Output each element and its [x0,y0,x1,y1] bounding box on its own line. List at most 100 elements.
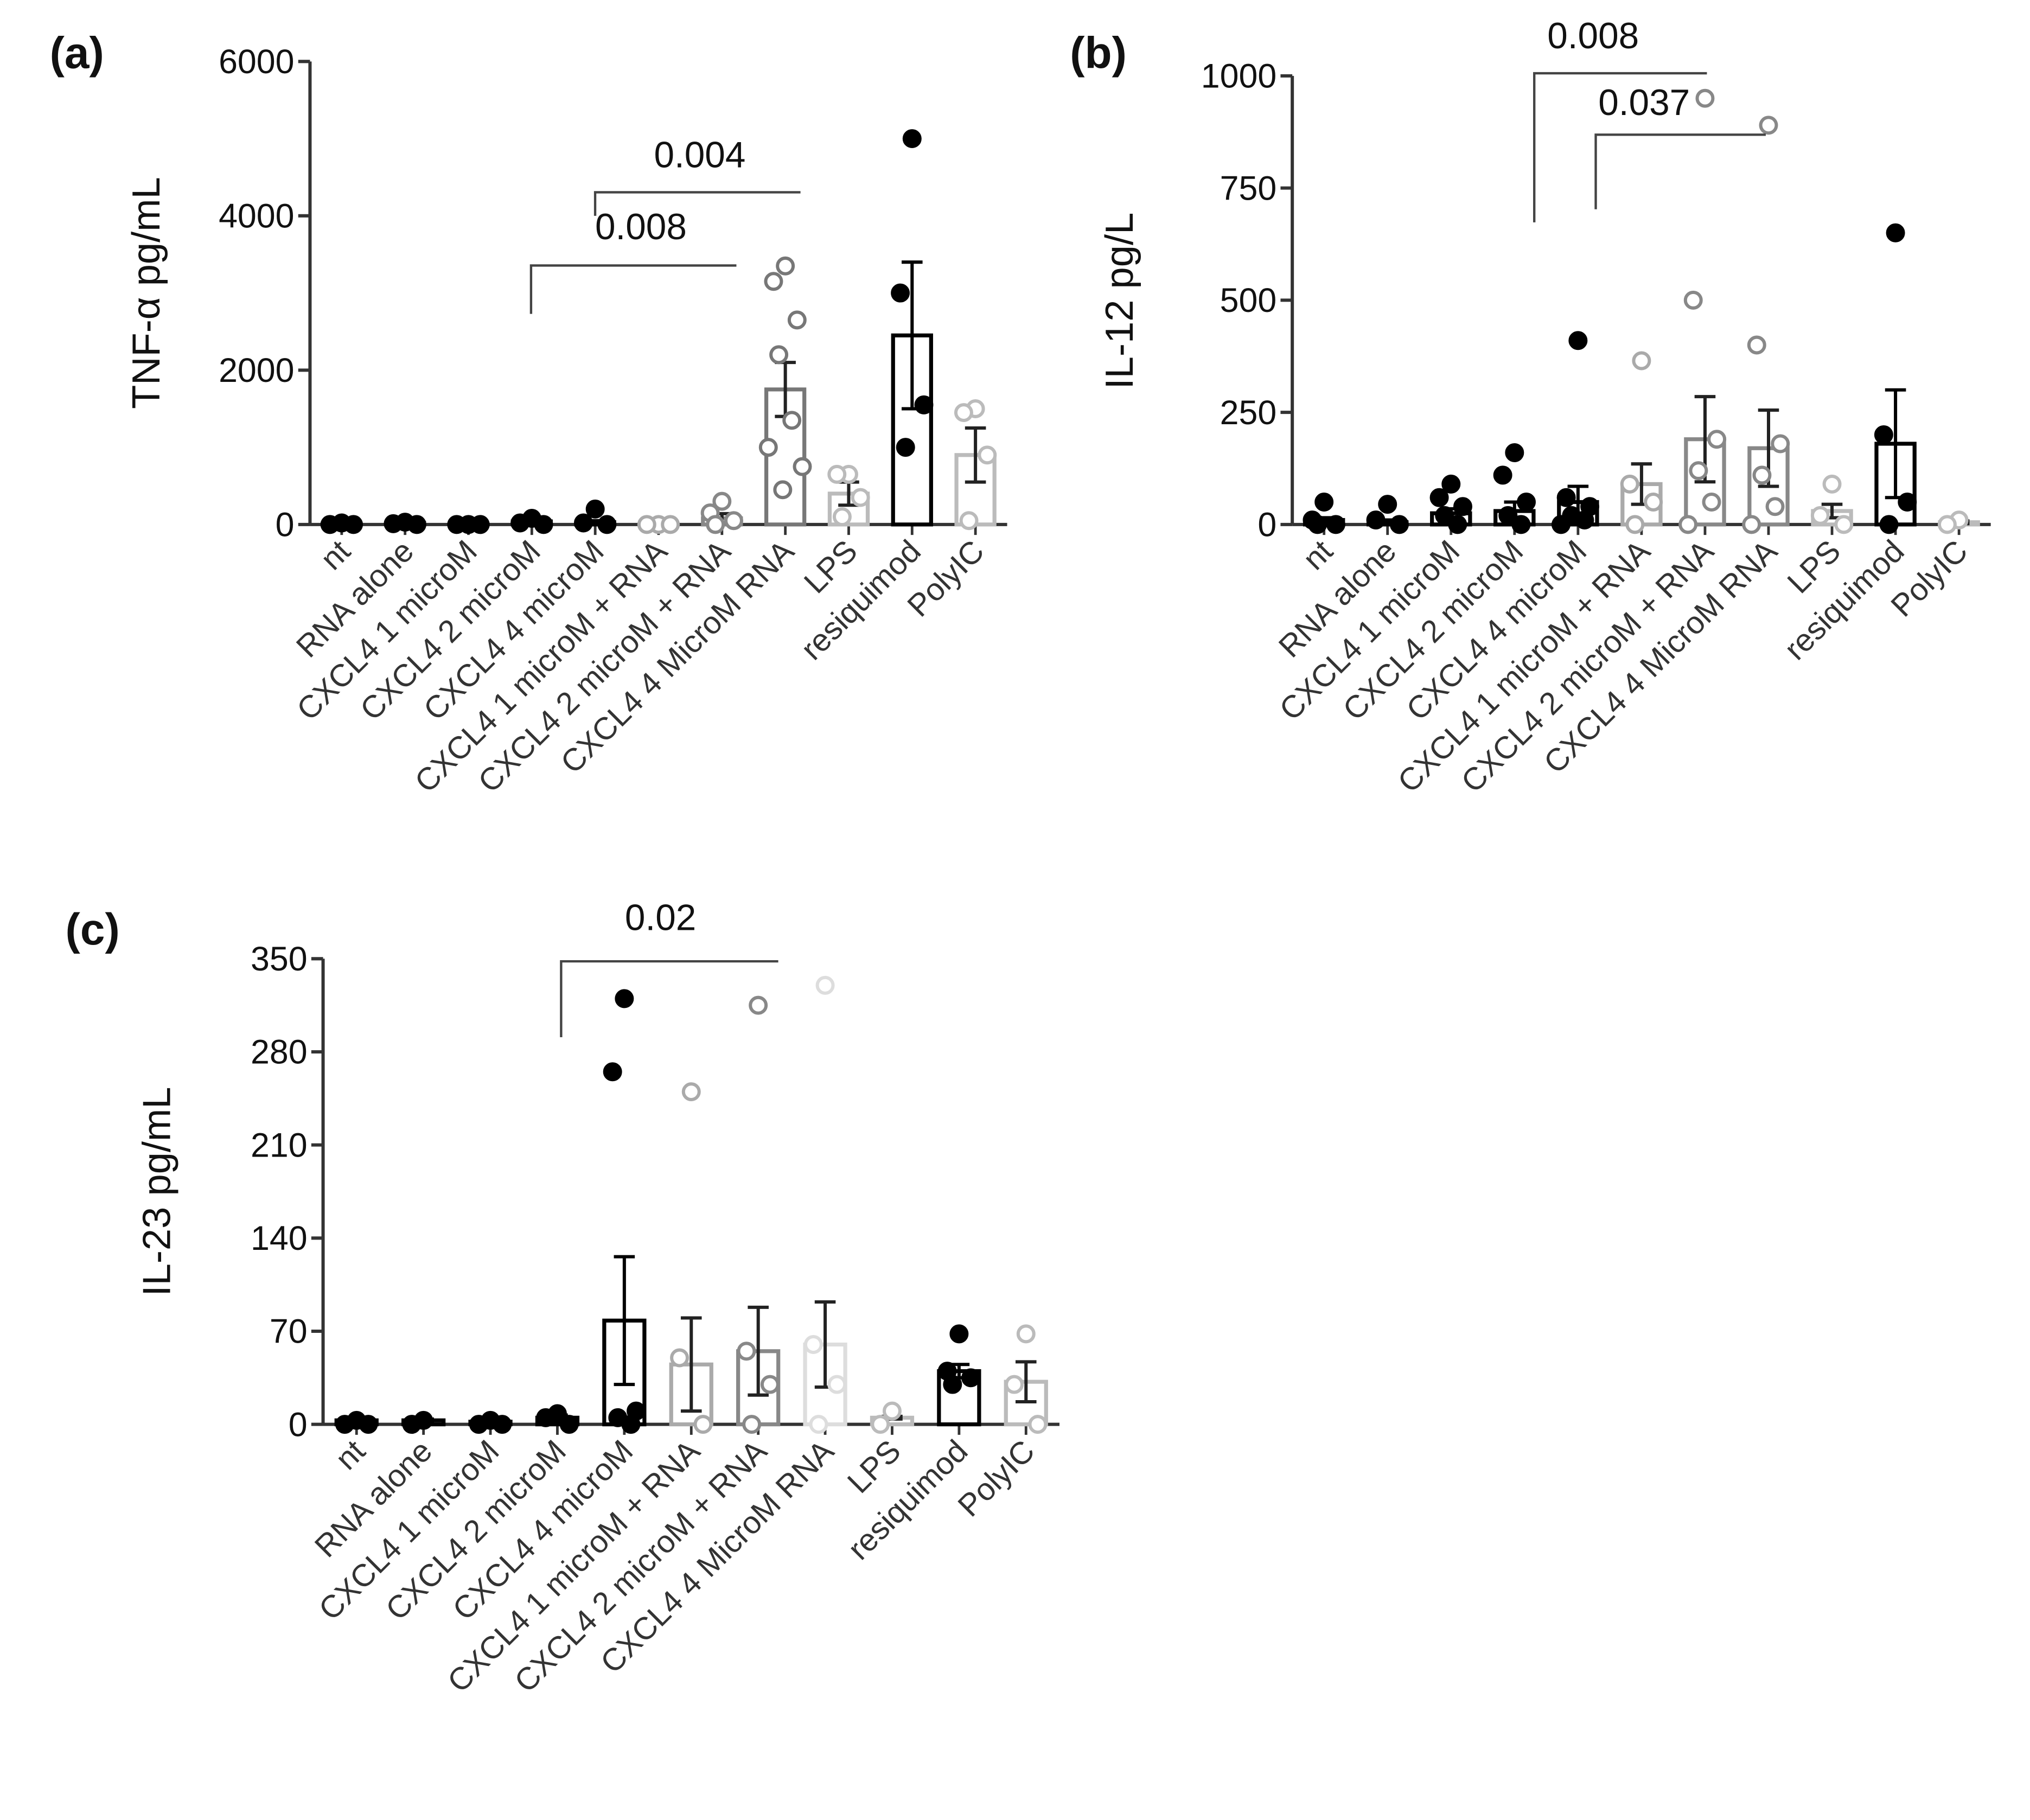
data-point [978,445,997,465]
data-point [1747,335,1766,355]
data-point [670,1348,690,1368]
data-point [1771,434,1790,454]
data-point [1886,223,1905,242]
data-point [809,1415,828,1434]
data-point [621,1415,641,1434]
data-point [1366,510,1386,530]
data-point [470,515,490,534]
data-point [764,272,783,291]
data-point [793,457,812,476]
data-point [949,1324,969,1344]
data-point [712,491,732,511]
y-tick-label: 0 [276,506,295,544]
data-point [1632,351,1651,371]
data-point [758,438,778,457]
data-point [1810,506,1830,525]
data-point [1493,465,1512,485]
data-point [320,515,340,534]
data-point [760,1375,780,1394]
data-point [1435,506,1454,525]
data-point [1308,515,1327,534]
y-tick-label: 1000 [1201,58,1276,95]
data-point [510,513,530,533]
panel-label: (a) [50,28,104,78]
data-point [1765,497,1785,516]
data-point [1389,515,1409,534]
data-point [1448,515,1467,534]
data-point [407,515,426,534]
data-point [681,1082,701,1102]
data-point [959,511,979,531]
y-tick-label: 500 [1220,282,1277,320]
data-point [469,1415,488,1434]
data-point [402,1415,422,1434]
data-point [706,515,725,534]
data-point [1326,515,1345,534]
data-point [737,1342,756,1361]
data-point [1759,116,1778,135]
data-point [693,1415,713,1434]
data-point [1552,515,1571,534]
data-point [1568,331,1588,350]
data-point [914,395,934,414]
data-point [559,1415,579,1434]
significance-bracket [529,264,737,314]
data-point [1683,290,1703,310]
x-tick-label: nt [1297,534,1339,577]
data-point [1937,515,1957,534]
data-point [534,515,553,534]
data-point [335,1415,355,1434]
x-tick-label: PolyIC [952,1434,1042,1524]
data-point [1707,430,1727,449]
data-point [1005,1375,1024,1394]
data-point [1834,515,1854,534]
data-point [902,129,922,149]
data-point [615,989,634,1008]
significance-bracket [1594,133,1766,209]
data-point [827,1375,847,1394]
data-point [1874,425,1893,444]
data-point [787,310,807,330]
data-point [1429,488,1449,507]
data-point [1879,515,1899,534]
data-point [871,1415,890,1434]
significance-label: 0.004 [654,135,745,176]
data-point [1702,493,1721,512]
y-axis-label: IL-23 pg/mL [135,1087,178,1296]
significance-bracket [560,960,778,1037]
y-tick-label: 4000 [219,197,294,235]
significance-label: 0.008 [595,207,687,247]
data-point [1742,515,1761,534]
data-point [832,507,852,527]
error-bar [965,426,986,484]
x-tick-label: nt [329,1434,372,1477]
data-point [773,480,793,500]
data-point [1378,495,1397,514]
data-point [661,515,680,534]
significance-label: 0.037 [1598,82,1690,123]
data-point [803,1335,823,1354]
data-point [1441,474,1461,494]
data-point [943,1375,962,1394]
data-point [1644,493,1663,512]
data-point [1752,465,1772,485]
data-point [1689,461,1708,481]
y-axis-label: IL-12 pg/L [1098,213,1141,389]
data-point [1822,474,1842,494]
data-point [1028,1415,1048,1434]
data-point [637,515,656,534]
data-point [742,1415,762,1434]
y-tick-label: 0 [289,1406,308,1444]
data-point [1678,515,1698,534]
data-point [891,283,910,303]
significance-bracket [593,191,801,216]
y-tick-label: 140 [251,1219,308,1257]
panel-label: (c) [66,905,120,954]
data-point [1453,497,1472,516]
y-tick-label: 280 [251,1033,308,1071]
data-point [1898,493,1917,512]
error-bar [614,1255,635,1387]
data-point [1695,88,1715,108]
data-point [1511,515,1531,534]
